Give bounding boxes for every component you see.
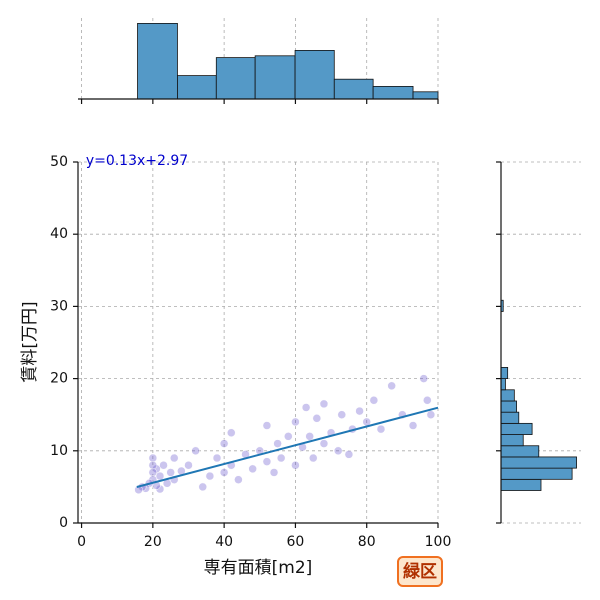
x-axis-label: 専有面積[m2] bbox=[204, 558, 313, 578]
scatter-point bbox=[152, 464, 161, 474]
x-tick-label: 0 bbox=[77, 534, 86, 550]
scatter-point bbox=[276, 453, 286, 463]
regression-equation: y=0.13x+2.97 bbox=[86, 153, 188, 169]
histogram-bar bbox=[500, 378, 506, 391]
scatter-point bbox=[191, 446, 200, 456]
histogram-bar bbox=[333, 78, 374, 100]
scatter-point bbox=[219, 468, 229, 477]
histogram-bar bbox=[372, 86, 414, 100]
histogram-bar bbox=[215, 57, 256, 100]
scatter-point bbox=[169, 453, 179, 463]
y-tick-label: 10 bbox=[50, 443, 68, 459]
scatter-point bbox=[262, 421, 272, 430]
scatter-point bbox=[198, 482, 208, 492]
histogram-bar bbox=[254, 55, 296, 100]
scatter-point bbox=[291, 417, 300, 427]
x-tick-label: 40 bbox=[215, 534, 233, 550]
histogram-bar bbox=[500, 367, 509, 379]
scatter-point bbox=[284, 432, 293, 441]
scatter-point bbox=[355, 406, 364, 416]
scatter-point bbox=[148, 453, 158, 463]
badge: 緑区 bbox=[403, 561, 437, 582]
y-tick-label: 20 bbox=[50, 371, 68, 387]
y-tick-label: 30 bbox=[50, 298, 68, 314]
scatter-point bbox=[319, 399, 329, 409]
y-axis-label: 賃料[万円] bbox=[20, 301, 40, 382]
scatter-point bbox=[212, 453, 222, 463]
scatter-point bbox=[344, 450, 354, 459]
scatter-point bbox=[426, 410, 436, 419]
histogram-bar bbox=[412, 91, 439, 100]
histogram-bar bbox=[294, 50, 335, 100]
y-tick-label: 0 bbox=[59, 515, 68, 531]
badge-box bbox=[397, 556, 443, 587]
scatter-point bbox=[269, 468, 279, 477]
histogram-bar bbox=[500, 467, 573, 480]
regression-line bbox=[136, 406, 439, 488]
scatter-point bbox=[248, 464, 257, 474]
scatter-point bbox=[419, 374, 428, 383]
scatter-point bbox=[262, 457, 272, 466]
scatter-point bbox=[155, 471, 165, 481]
scatter-point bbox=[166, 468, 175, 477]
histogram-bar bbox=[137, 22, 178, 100]
y-tick-label: 40 bbox=[50, 226, 68, 242]
scatter-point bbox=[408, 421, 418, 430]
scatter-point bbox=[227, 428, 236, 437]
scatter-point bbox=[369, 396, 379, 405]
scatter-point bbox=[184, 460, 193, 470]
x-tick-label: 100 bbox=[425, 534, 452, 550]
scatter-point bbox=[159, 460, 168, 470]
histogram-bar bbox=[500, 400, 517, 413]
scatter-point bbox=[148, 468, 158, 477]
scatter-point bbox=[376, 424, 386, 434]
x-tick-label: 20 bbox=[144, 534, 162, 550]
scatter-point bbox=[308, 453, 318, 463]
scatter-point bbox=[148, 460, 158, 470]
histogram-bar bbox=[500, 478, 542, 491]
scatter-point bbox=[337, 410, 347, 419]
scatter-point bbox=[219, 439, 229, 448]
x-tick-label: 60 bbox=[287, 534, 305, 550]
scatter-point bbox=[387, 381, 396, 391]
histogram-bar bbox=[177, 75, 217, 100]
scatter-point bbox=[205, 471, 215, 481]
scatter-point bbox=[333, 446, 343, 456]
scatter-point bbox=[319, 439, 329, 448]
scatter-point bbox=[291, 460, 300, 470]
scatter-point bbox=[273, 439, 282, 448]
histogram-bar bbox=[500, 422, 533, 435]
histogram-bar bbox=[500, 411, 520, 424]
scatter-point bbox=[301, 403, 311, 412]
y-tick-label: 50 bbox=[50, 154, 68, 170]
histogram-bar bbox=[500, 445, 540, 458]
scatter-point bbox=[234, 475, 243, 484]
histogram-bar bbox=[500, 434, 524, 447]
x-tick-label: 80 bbox=[358, 534, 376, 550]
scatter-point bbox=[423, 396, 432, 405]
histogram-bar bbox=[500, 456, 577, 469]
scatter-point bbox=[312, 414, 322, 423]
scatter-point bbox=[305, 432, 314, 441]
histogram-bar bbox=[500, 389, 515, 402]
scatter-point bbox=[155, 484, 165, 494]
